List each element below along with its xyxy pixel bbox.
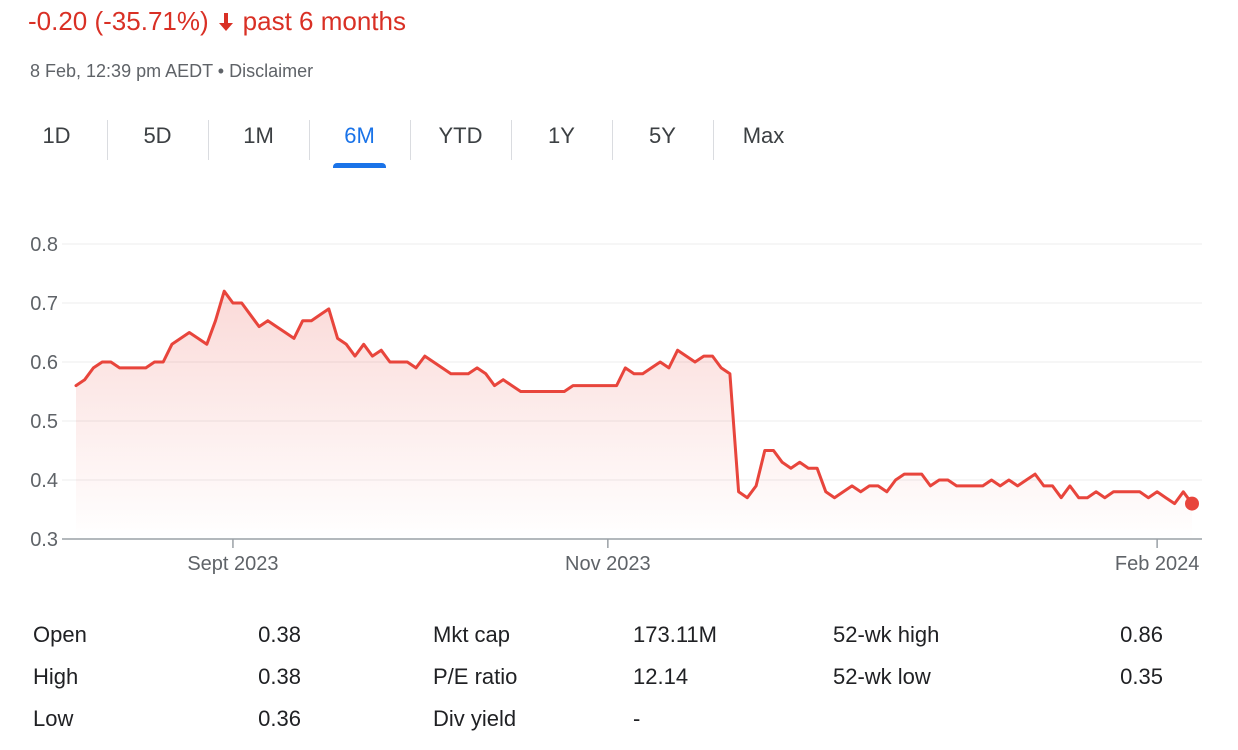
tab-max[interactable]: Max <box>713 112 814 160</box>
stat-pe-value: 12.14 <box>633 664 689 689</box>
stat-open-label: Open <box>33 622 87 647</box>
disclaimer-link[interactable]: Disclaimer <box>229 61 314 81</box>
tab-label: YTD <box>438 123 483 148</box>
y-tick-label: 0.3 <box>30 529 58 551</box>
stat-low-value: 0.36 <box>258 706 301 731</box>
x-tick-label: Feb 2024 <box>1115 553 1200 575</box>
stat-open-value: 0.38 <box>258 622 301 647</box>
x-tick-label: Sept 2023 <box>187 553 278 575</box>
x-tick-label: Nov 2023 <box>565 553 651 575</box>
tab-label: 1M <box>243 123 274 148</box>
stat-52wk-high-label: 52-wk high <box>833 622 940 647</box>
stat-low-label: Low <box>33 706 74 731</box>
change-period: past 6 months <box>242 6 406 36</box>
tab-5d[interactable]: 5D <box>107 112 208 160</box>
timestamp-line: 8 Feb, 12:39 pm AEDT • Disclaimer <box>30 61 313 82</box>
tab-label: 5D <box>143 123 172 148</box>
stat-mktcap-value: 173.11M <box>633 622 717 647</box>
stat-52wk-low-label: 52-wk low <box>833 664 931 689</box>
arrow-down-icon <box>217 12 235 32</box>
tab-6m[interactable]: 6M <box>309 112 410 168</box>
tab-label: 1D <box>42 123 71 148</box>
stat-divyield-value: - <box>633 706 641 731</box>
stat-52wk-high-value: 0.86 <box>1120 622 1163 647</box>
separator-dot: • <box>217 61 225 81</box>
price-change-summary: -0.20 (-35.71%) past 6 months <box>28 6 406 37</box>
stat-high-label: High <box>33 664 79 689</box>
tab-1d[interactable]: 1D <box>6 112 107 160</box>
stat-divyield-label: Div yield <box>433 706 517 731</box>
y-tick-label: 0.4 <box>30 470 58 492</box>
tab-ytd[interactable]: YTD <box>410 112 511 160</box>
stat-mktcap-label: Mkt cap <box>433 622 511 647</box>
stat-high-value: 0.38 <box>258 664 301 689</box>
tab-label: 1Y <box>548 123 575 148</box>
y-tick-label: 0.8 <box>30 234 58 256</box>
timestamp: 8 Feb, 12:39 pm AEDT <box>30 61 213 81</box>
tab-label: 5Y <box>649 123 676 148</box>
price-chart[interactable]: 0.3 0.4 0.5 0.6 0.7 0.8 Sept 2023 Nov 2023 Feb 2… <box>0 200 1238 590</box>
tab-1m[interactable]: 1M <box>208 112 309 160</box>
tab-label: 6M <box>344 123 375 148</box>
stat-pe-label: P/E ratio <box>433 664 518 689</box>
tab-5y[interactable]: 5Y <box>612 112 713 160</box>
stats-table: Open 0.38 High 0.38 Low 0.36 Mkt cap 173… <box>33 614 1203 744</box>
tab-1y[interactable]: 1Y <box>511 112 612 160</box>
tab-label: Max <box>742 123 785 148</box>
range-tabs: 1D 5D 1M 6M YTD 1Y 5Y Max <box>6 112 814 168</box>
y-tick-label: 0.7 <box>30 293 58 315</box>
series-line <box>74 289 1194 506</box>
change-value: -0.20 (-35.71%) <box>28 6 209 36</box>
y-tick-label: 0.6 <box>30 352 58 374</box>
area-fill <box>76 291 1192 539</box>
latest-point <box>1185 496 1199 511</box>
stat-52wk-low-value: 0.35 <box>1120 664 1163 689</box>
y-tick-label: 0.5 <box>30 411 58 433</box>
